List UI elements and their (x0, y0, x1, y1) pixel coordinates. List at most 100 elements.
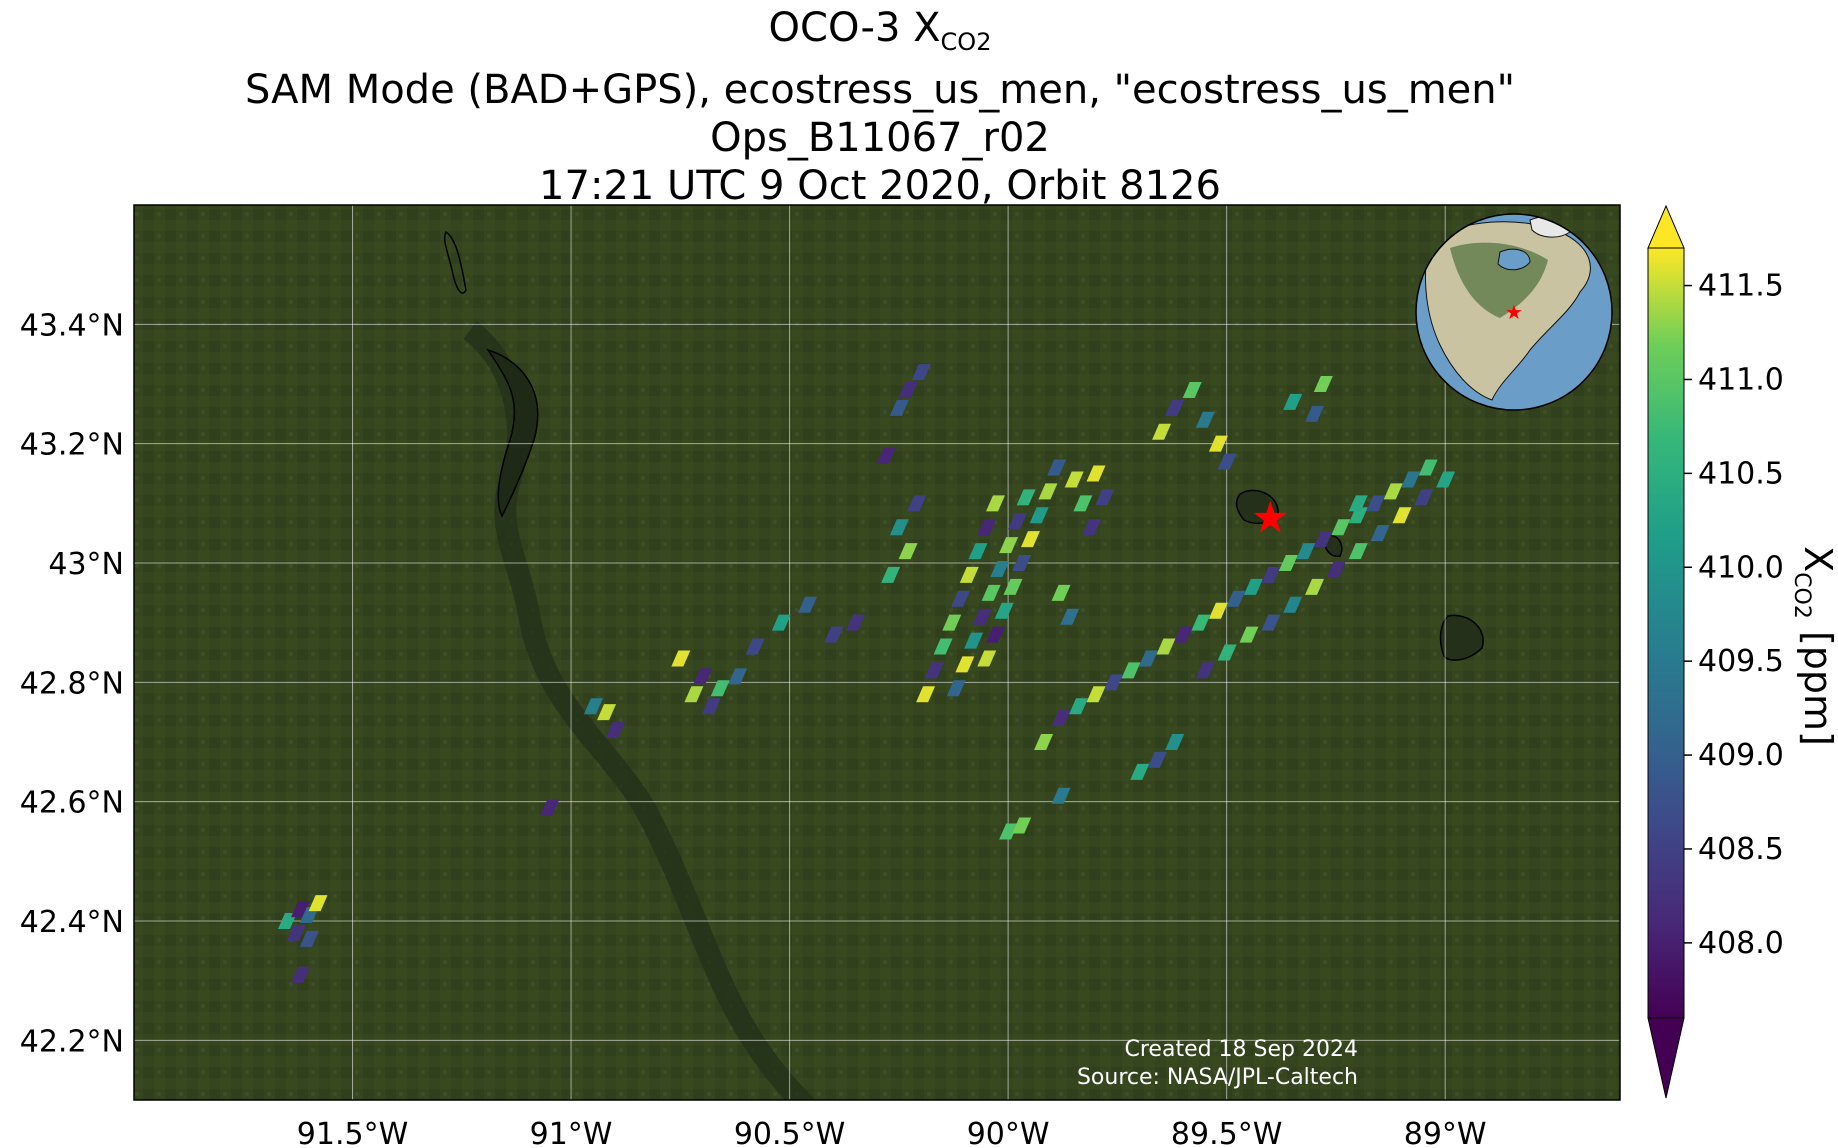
xco2-sounding[interactable] (916, 686, 936, 703)
xco2-sounding[interactable] (798, 596, 818, 613)
xco2-sounding[interactable] (968, 543, 988, 560)
xco2-sounding[interactable] (1034, 734, 1054, 750)
map-panel[interactable]: ★ (133, 204, 1621, 1110)
xco2-sounding[interactable] (898, 381, 918, 398)
xco2-sounding[interactable] (977, 519, 997, 536)
xco2-sounding[interactable] (1313, 376, 1333, 392)
xco2-sounding[interactable] (1348, 507, 1368, 524)
xco2-sounding[interactable] (1418, 459, 1438, 476)
xco2-sounding[interactable] (1051, 584, 1071, 601)
xco2-sounding[interactable] (964, 632, 984, 649)
xco2-sounding[interactable] (1401, 471, 1421, 488)
xco2-sounding[interactable] (1073, 495, 1093, 512)
xco2-sounding[interactable] (1012, 555, 1032, 571)
xco2-sounding[interactable] (1305, 578, 1325, 595)
xco2-sounding[interactable] (1331, 519, 1351, 536)
xco2-sounding[interactable] (1261, 566, 1281, 583)
xco2-sounding[interactable] (1138, 650, 1158, 667)
xco2-sounding[interactable] (1147, 751, 1167, 768)
xco2-sounding[interactable] (540, 799, 560, 816)
xco2-sounding[interactable] (977, 650, 997, 667)
xco2-sounding[interactable] (710, 680, 730, 697)
xco2-sounding[interactable] (846, 614, 866, 631)
xco2-sounding[interactable] (1370, 525, 1390, 542)
xco2-sounding[interactable] (889, 519, 909, 536)
xco2-sounding[interactable] (972, 608, 992, 625)
xco2-sounding[interactable] (1029, 507, 1049, 524)
xco2-sounding[interactable] (1208, 602, 1228, 619)
xco2-sounding[interactable] (671, 650, 691, 667)
xco2-sounding[interactable] (1261, 614, 1281, 631)
xco2-sounding[interactable] (898, 543, 918, 560)
xco2-sounding[interactable] (999, 823, 1019, 840)
xco2-sounding[interactable] (1082, 519, 1102, 536)
xco2-sounding[interactable] (889, 399, 909, 416)
xco2-sounding[interactable] (955, 656, 975, 673)
xco2-sounding[interactable] (1195, 411, 1215, 428)
xco2-sounding[interactable] (1047, 459, 1067, 476)
xco2-sounding[interactable] (1020, 531, 1040, 548)
xco2-sounding[interactable] (824, 626, 844, 643)
xco2-sounding[interactable] (1208, 435, 1228, 452)
xco2-sounding[interactable] (693, 668, 713, 685)
xco2-sounding[interactable] (942, 614, 962, 631)
xco2-sounding[interactable] (1191, 614, 1211, 631)
xco2-sounding[interactable] (1086, 686, 1106, 703)
xco2-sounding[interactable] (286, 924, 306, 941)
xco2-sounding[interactable] (1086, 465, 1106, 482)
xco2-sounding[interactable] (1095, 489, 1115, 506)
xco2-sounding[interactable] (728, 668, 748, 685)
xco2-sounding[interactable] (1326, 560, 1346, 577)
xco2-sounding[interactable] (1051, 787, 1071, 804)
xco2-sounding[interactable] (946, 680, 966, 697)
xco2-sounding[interactable] (597, 704, 617, 721)
xco2-sounding[interactable] (771, 614, 791, 631)
xco2-sounding[interactable] (1173, 626, 1193, 643)
xco2-sounding[interactable] (1121, 662, 1141, 679)
xco2-sounding[interactable] (701, 698, 721, 715)
xco2-sounding[interactable] (583, 698, 603, 715)
xco2-sounding[interactable] (1156, 638, 1176, 655)
xco2-sounding[interactable] (1217, 644, 1237, 661)
xco2-sounding[interactable] (1038, 483, 1058, 500)
xco2-sounding[interactable] (1069, 698, 1089, 715)
xco2-sounding[interactable] (605, 722, 625, 739)
xco2-sounding[interactable] (986, 495, 1006, 512)
xco2-sounding[interactable] (1182, 381, 1202, 398)
xco2-sounding[interactable] (745, 638, 765, 655)
xco2-sounding[interactable] (1051, 710, 1071, 727)
xco2-sounding[interactable] (1366, 495, 1386, 512)
xco2-sounding[interactable] (1217, 453, 1237, 470)
xco2-sounding[interactable] (1165, 399, 1185, 416)
xco2-sounding[interactable] (1152, 423, 1172, 440)
xco2-sounding[interactable] (1012, 817, 1032, 834)
xco2-sounding[interactable] (876, 447, 896, 464)
xco2-sounding[interactable] (308, 895, 328, 912)
xco2-sounding[interactable] (1348, 543, 1368, 560)
xco2-sounding[interactable] (1278, 555, 1298, 571)
xco2-sounding[interactable] (1283, 393, 1303, 410)
xco2-sounding[interactable] (291, 901, 311, 918)
xco2-sounding[interactable] (1060, 608, 1080, 625)
xco2-sounding[interactable] (1383, 483, 1403, 500)
xco2-sounding[interactable] (1296, 543, 1316, 560)
xco2-sounding[interactable] (291, 966, 311, 983)
xco2-sounding[interactable] (951, 590, 971, 607)
xco2-sounding[interactable] (999, 537, 1019, 554)
xco2-sounding[interactable] (994, 602, 1014, 619)
xco2-sounding[interactable] (299, 930, 319, 947)
xco2-sounding[interactable] (959, 566, 979, 583)
xco2-sounding[interactable] (1414, 489, 1434, 506)
xco2-sounding[interactable] (1195, 662, 1215, 679)
xco2-sounding[interactable] (1130, 763, 1150, 780)
xco2-sounding[interactable] (1165, 734, 1185, 750)
xco2-sounding[interactable] (1313, 531, 1333, 548)
xco2-sounding[interactable] (1392, 507, 1412, 524)
xco2-sounding[interactable] (684, 686, 704, 703)
xco2-sounding[interactable] (1226, 590, 1246, 607)
xco2-sounding[interactable] (907, 495, 927, 512)
xco2-sounding[interactable] (924, 662, 944, 679)
xco2-sounding[interactable] (1064, 471, 1084, 488)
xco2-soundings[interactable] (277, 364, 1456, 983)
xco2-sounding[interactable] (881, 566, 901, 583)
